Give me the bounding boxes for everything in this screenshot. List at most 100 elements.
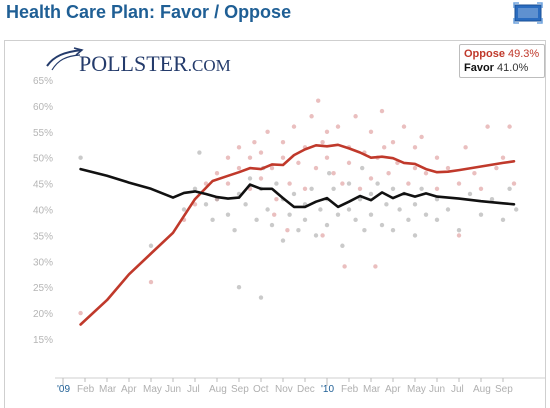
oppose-poll-point	[500, 155, 506, 160]
oppose-poll-point	[494, 165, 499, 171]
y-tick-label: 30%	[33, 257, 53, 268]
favor-poll-point	[254, 217, 259, 223]
oppose-poll-point	[412, 165, 418, 171]
oppose-poll-point	[507, 124, 512, 129]
favor-poll-point	[456, 228, 462, 233]
favor-poll-point	[375, 181, 380, 186]
oppose-poll-point	[320, 139, 325, 145]
favor-poll-point	[274, 181, 279, 186]
x-tick-label: Sep	[231, 384, 249, 395]
oppose-poll-point	[269, 165, 275, 171]
favor-poll-point	[287, 212, 292, 217]
favor-poll-point	[384, 202, 389, 207]
oppose-poll-point	[320, 233, 325, 238]
oppose-poll-point	[280, 139, 286, 145]
favor-poll-point	[390, 228, 396, 233]
oppose-poll-point	[340, 181, 345, 186]
oppose-poll-point	[368, 129, 374, 134]
oppose-poll-point	[148, 279, 154, 285]
oppose-poll-point	[274, 196, 279, 202]
oppose-poll-point	[511, 181, 517, 186]
x-tick-label: '09	[57, 384, 70, 395]
oppose-poll-point	[203, 181, 209, 186]
oppose-poll-point	[445, 165, 451, 171]
favor-poll-point	[445, 207, 451, 212]
oppose-poll-point	[456, 181, 462, 186]
y-tick-label: 55%	[33, 128, 53, 139]
x-tick-label: Mar	[99, 384, 117, 395]
legend-value-oppose: 49.3%	[508, 48, 540, 60]
y-tick-label: 35%	[33, 231, 53, 242]
oppose-poll-point	[342, 264, 347, 269]
expand-icon[interactable]	[513, 2, 543, 24]
x-tick-label: Jul	[451, 384, 464, 395]
favor-poll-point	[346, 181, 352, 186]
favor-poll-point	[247, 176, 253, 181]
x-tick-label: Nov	[275, 384, 293, 395]
oppose-poll-point	[214, 171, 220, 176]
favor-poll-point	[412, 233, 418, 238]
oppose-poll-point	[485, 124, 490, 129]
y-tick-label: 15%	[33, 335, 53, 346]
oppose-poll-point	[423, 171, 429, 176]
favor-poll-point	[324, 222, 330, 228]
oppose-poll-point	[316, 98, 321, 103]
legend-item-favor: Favor 41.0%	[464, 61, 544, 75]
x-tick-label: Feb	[341, 384, 359, 395]
favor-poll-point	[265, 207, 270, 212]
y-tick-label: 25%	[33, 283, 53, 294]
oppose-poll-point	[258, 150, 264, 155]
favor-poll-point	[243, 202, 248, 207]
y-tick-label: 40%	[33, 206, 53, 217]
x-tick-label: Sep	[495, 384, 513, 395]
favor-poll-point	[258, 295, 264, 300]
oppose-poll-point	[78, 310, 83, 316]
favor-poll-point	[390, 186, 396, 191]
oppose-poll-point	[225, 181, 231, 186]
chart-legend: Oppose 49.3% Favor 41.0%	[459, 44, 545, 78]
x-tick-label: Apr	[385, 384, 401, 395]
favor-poll-point	[296, 228, 301, 233]
oppose-poll-point	[247, 155, 253, 160]
favor-poll-point	[434, 217, 440, 223]
oppose-poll-point	[324, 155, 330, 160]
oppose-poll-point	[412, 145, 418, 150]
oppose-poll-point	[353, 114, 358, 119]
favor-poll-point	[335, 212, 341, 217]
oppose-poll-point	[236, 145, 242, 150]
x-tick-label: May	[407, 384, 426, 395]
favor-poll-point	[368, 212, 374, 217]
x-tick-label: Feb	[77, 384, 95, 395]
favor-poll-point	[225, 212, 231, 217]
favor-poll-point	[423, 212, 429, 217]
oppose-poll-point	[225, 155, 231, 160]
oppose-poll-point	[272, 212, 277, 217]
oppose-poll-point	[252, 139, 257, 145]
favor-poll-point	[360, 165, 365, 171]
x-tick-label: Mar	[363, 384, 381, 395]
y-tick-label: 65%	[33, 76, 53, 87]
favor-poll-point	[236, 285, 242, 290]
oppose-poll-point	[287, 181, 292, 186]
favor-poll-point	[500, 217, 506, 223]
x-tick-label: '10	[321, 384, 334, 395]
oppose-poll-point	[401, 124, 407, 129]
y-tick-label: 60%	[33, 102, 53, 113]
oppose-poll-point	[472, 171, 477, 176]
x-tick-label: Jun	[429, 384, 445, 395]
favor-poll-point	[514, 207, 519, 212]
oppose-poll-point	[324, 129, 330, 134]
oppose-poll-point	[373, 264, 378, 269]
favor-poll-point	[412, 202, 418, 207]
favor-poll-point	[302, 217, 308, 223]
favor-poll-point	[406, 217, 411, 223]
favor-poll-point	[346, 207, 352, 212]
favor-poll-point	[192, 186, 198, 191]
oppose-poll-point	[291, 124, 297, 129]
x-tick-label: Oct	[253, 384, 269, 395]
oppose-poll-point	[265, 129, 270, 134]
pollster-logo-text: POLLSTER.COM	[79, 51, 231, 76]
oppose-poll-point	[406, 181, 411, 186]
favor-poll-point	[269, 222, 275, 228]
